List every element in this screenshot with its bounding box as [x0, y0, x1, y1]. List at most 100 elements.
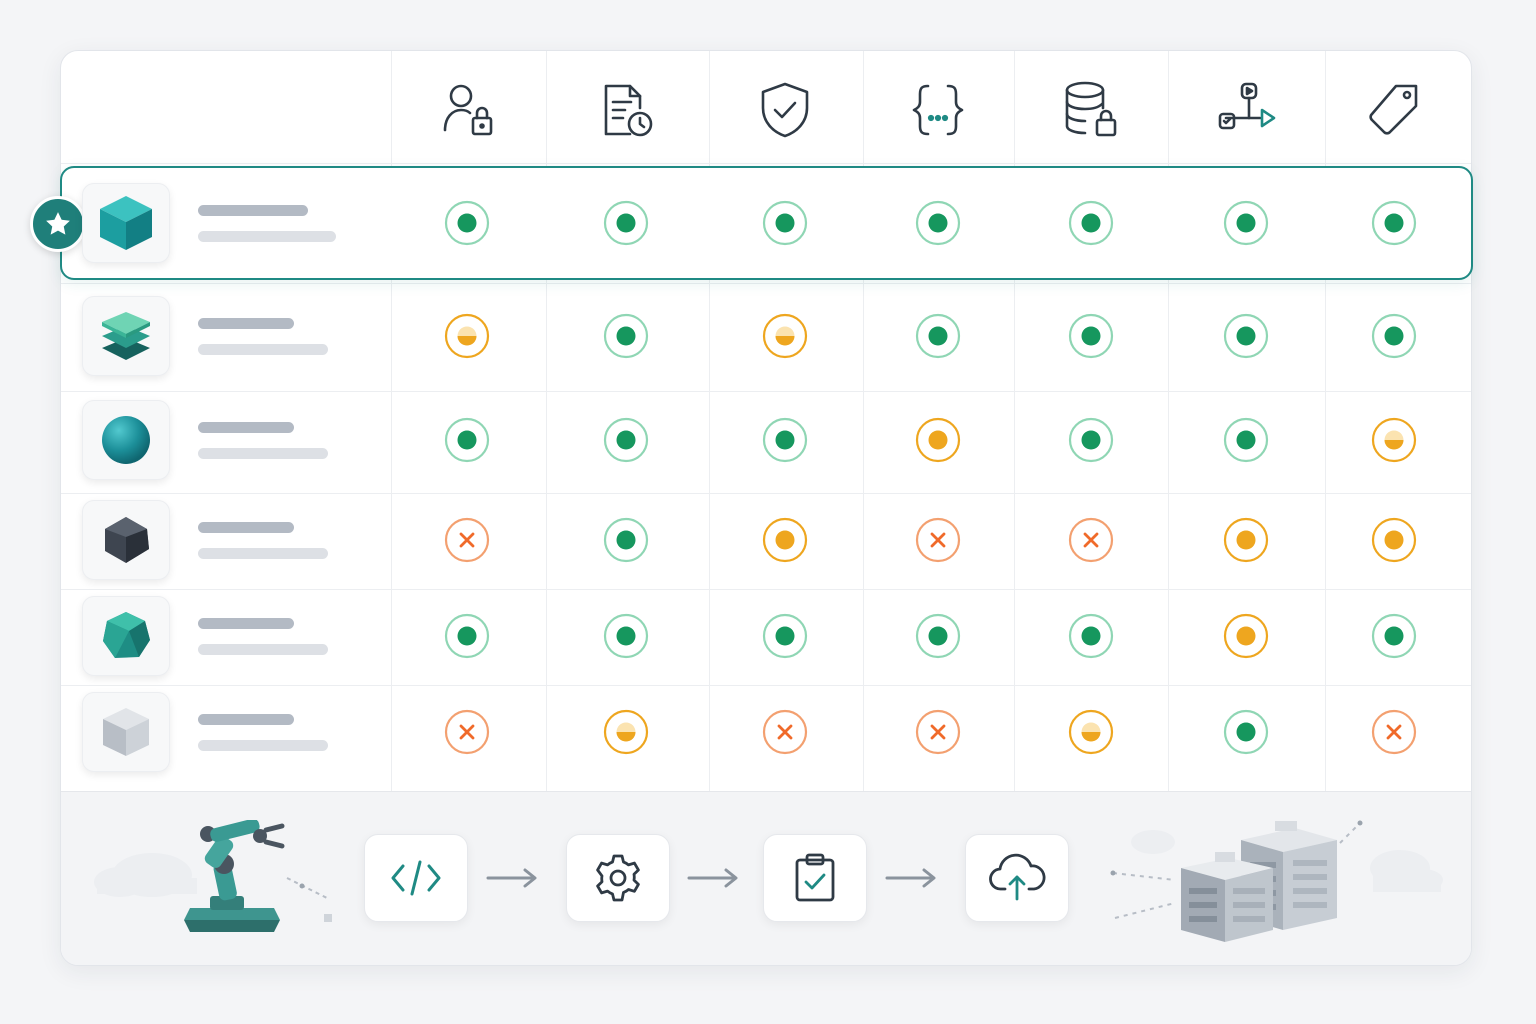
status-full-icon — [602, 416, 650, 464]
status-unsupported-icon — [1067, 516, 1115, 564]
green-layers-icon — [98, 308, 154, 364]
grid-row-divider — [61, 685, 1471, 686]
pipeline-step[interactable] — [763, 834, 867, 922]
user-lock-icon — [435, 78, 499, 142]
status-unsupported-icon — [1370, 708, 1418, 756]
status-full-icon — [914, 612, 962, 660]
row-subtitle-placeholder — [198, 644, 328, 655]
grid-column-divider — [391, 51, 392, 791]
status-partial-icon — [761, 516, 809, 564]
grid-column-divider — [1168, 51, 1169, 791]
grid-row-divider — [61, 391, 1471, 392]
status-unsupported-icon — [761, 708, 809, 756]
code-braces-icon — [906, 78, 970, 142]
row-subtitle-placeholder — [198, 448, 328, 459]
status-full-icon — [1067, 312, 1115, 360]
row-item-thumbnail[interactable] — [82, 692, 170, 772]
status-full-icon — [1222, 199, 1270, 247]
status-full-icon — [914, 199, 962, 247]
pipeline-step[interactable] — [566, 834, 670, 922]
code-icon — [389, 858, 443, 898]
status-full-icon — [1067, 416, 1115, 464]
row-subtitle-placeholder — [198, 344, 328, 355]
pipeline-play-icon — [1214, 78, 1278, 142]
status-unsupported-icon — [443, 516, 491, 564]
row-title-placeholder — [198, 318, 294, 329]
pipeline-arrow-icon — [686, 868, 740, 888]
teal-sphere-icon — [99, 413, 153, 467]
gray-cube-icon — [99, 704, 153, 760]
dark-gem-icon — [99, 513, 153, 567]
row-title-placeholder — [198, 422, 294, 433]
status-full-icon — [1222, 312, 1270, 360]
featured-star-icon — [30, 196, 86, 252]
pipeline-arrow-icon — [884, 868, 938, 888]
status-full-icon — [1067, 612, 1115, 660]
row-item-thumbnail[interactable] — [82, 500, 170, 580]
status-full-icon — [1067, 199, 1115, 247]
status-full-icon — [1222, 416, 1270, 464]
status-full-icon — [1370, 312, 1418, 360]
status-unsupported-icon — [914, 708, 962, 756]
teal-cube-icon — [96, 192, 156, 254]
status-partial-icon — [1222, 612, 1270, 660]
gear-icon — [592, 852, 644, 904]
status-full-icon — [761, 199, 809, 247]
row-title-placeholder — [198, 618, 294, 629]
row-title-placeholder — [198, 205, 308, 216]
row-subtitle-placeholder — [198, 548, 328, 559]
grid-column-divider — [546, 51, 547, 791]
status-full-icon — [443, 416, 491, 464]
grid-column-divider — [1014, 51, 1015, 791]
tag-icon — [1362, 78, 1426, 142]
status-full-icon — [914, 312, 962, 360]
grid-column-divider — [1325, 51, 1326, 791]
status-full-icon — [1370, 199, 1418, 247]
row-item-thumbnail[interactable] — [82, 400, 170, 480]
clipboard-check-icon — [792, 852, 838, 904]
status-half-icon — [1370, 416, 1418, 464]
status-half-icon — [1067, 708, 1115, 756]
green-polyhedron-icon — [99, 609, 153, 663]
status-full-icon — [602, 516, 650, 564]
status-full-icon — [443, 612, 491, 660]
row-item-thumbnail[interactable] — [82, 296, 170, 376]
pipeline-step[interactable] — [965, 834, 1069, 922]
status-unsupported-icon — [914, 516, 962, 564]
status-full-icon — [602, 612, 650, 660]
row-subtitle-placeholder — [198, 231, 336, 242]
row-item-thumbnail[interactable] — [82, 596, 170, 676]
status-half-icon — [761, 312, 809, 360]
status-partial-icon — [1370, 516, 1418, 564]
status-unsupported-icon — [443, 708, 491, 756]
row-title-placeholder — [198, 522, 294, 533]
status-half-icon — [443, 312, 491, 360]
pipeline-arrow-icon — [485, 868, 539, 888]
status-full-icon — [761, 612, 809, 660]
status-full-icon — [761, 416, 809, 464]
robot-arm-icon — [92, 818, 342, 945]
grid-row-divider — [61, 283, 1471, 284]
status-half-icon — [602, 708, 650, 756]
grid-column-divider — [709, 51, 710, 791]
grid-row-divider — [61, 163, 1471, 164]
database-lock-icon — [1059, 78, 1123, 142]
document-clock-icon — [594, 78, 658, 142]
row-item-thumbnail[interactable] — [82, 183, 170, 263]
cloud-upload-icon — [987, 853, 1047, 903]
status-partial-icon — [914, 416, 962, 464]
status-full-icon — [602, 312, 650, 360]
status-full-icon — [1370, 612, 1418, 660]
status-full-icon — [443, 199, 491, 247]
status-full-icon — [602, 199, 650, 247]
status-full-icon — [1222, 708, 1270, 756]
grid-row-divider — [61, 493, 1471, 494]
grid-row-divider — [61, 589, 1471, 590]
server-buildings-icon — [1105, 818, 1445, 948]
row-title-placeholder — [198, 714, 294, 725]
shield-check-icon — [753, 78, 817, 142]
grid-column-divider — [863, 51, 864, 791]
row-subtitle-placeholder — [198, 740, 328, 751]
status-partial-icon — [1222, 516, 1270, 564]
pipeline-step[interactable] — [364, 834, 468, 922]
